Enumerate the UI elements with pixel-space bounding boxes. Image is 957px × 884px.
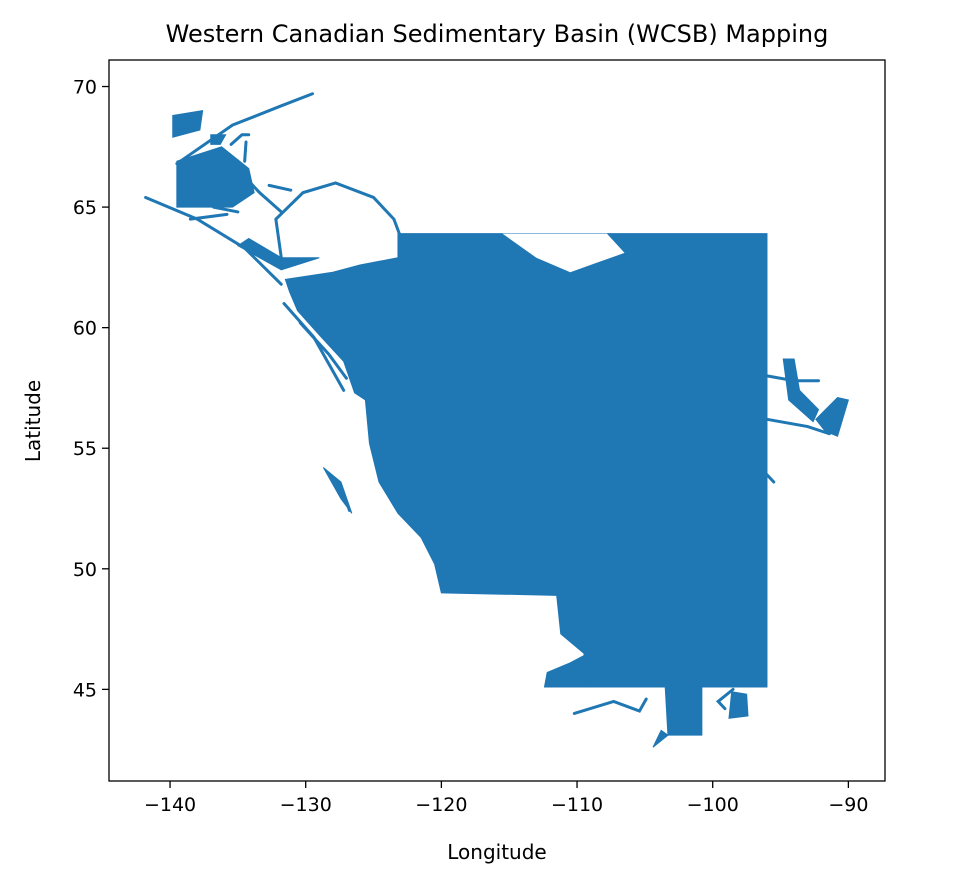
islets-west: [310, 302, 330, 339]
islets-coastal: [341, 490, 351, 512]
x-tick-label: −130: [280, 794, 332, 816]
basin-main: [284, 233, 768, 736]
north-island-b: [176, 146, 255, 208]
east-line-c: [765, 473, 776, 484]
x-axis-label: Longitude: [447, 840, 546, 864]
y-tick-label: 45: [73, 679, 97, 701]
coast-west-b: [298, 321, 348, 380]
north-streak-e: [243, 140, 248, 163]
plot-frame: [108, 59, 886, 782]
fault-line-northeast: [175, 92, 314, 166]
basin-notch-north: [502, 233, 625, 273]
south-river-b: [572, 697, 648, 715]
north-streak-a: [188, 212, 229, 221]
x-tick-label: −90: [828, 794, 868, 816]
y-axis: 45 50 55 60 65 70: [73, 77, 109, 701]
north-island-a: [172, 110, 204, 138]
north-streak-d: [229, 133, 251, 146]
north-streak-c: [267, 183, 293, 192]
fault-line-diagonal: [230, 162, 283, 214]
y-tick-label: 55: [73, 438, 97, 460]
fault-line-northwest: [144, 195, 283, 286]
lobe-south-west: [543, 654, 592, 688]
y-axis-label: Latitude: [21, 380, 45, 462]
lobe-south-east: [728, 691, 749, 719]
east-outlier-a: [782, 358, 820, 423]
x-tick-label: −100: [687, 794, 739, 816]
north-streak-b: [211, 205, 240, 214]
south-river-c: [715, 687, 735, 711]
y-tick-label: 70: [73, 77, 97, 99]
wcsb-polygons: [144, 92, 850, 748]
northwest-wedge: [236, 237, 320, 271]
coastal-island: [322, 467, 353, 514]
east-outlier-b: [815, 397, 850, 437]
east-line-a: [765, 374, 821, 383]
y-tick-label: 65: [73, 197, 97, 219]
x-tick-label: −120: [415, 794, 467, 816]
y-tick-label: 60: [73, 318, 97, 340]
y-tick-label: 50: [73, 559, 97, 581]
chart-title: Western Canadian Sedimentary Basin (WCSB…: [166, 20, 829, 48]
x-tick-label: −110: [551, 794, 603, 816]
x-tick-label: −140: [144, 794, 196, 816]
south-river-a: [582, 656, 618, 667]
lobe-south-tail: [652, 729, 669, 748]
coastline-arc: [274, 181, 401, 260]
x-axis: −140 −130 −120 −110 −100 −90: [144, 781, 868, 816]
east-line-b: [765, 417, 831, 436]
